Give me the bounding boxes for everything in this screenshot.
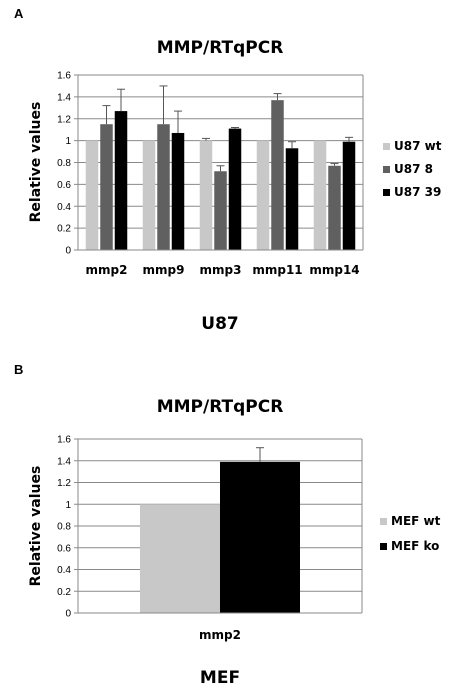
panel-b-y-tick-label: 0.6 (57, 543, 71, 554)
panel-b-y-tick-label: 1.4 (57, 456, 71, 467)
panel-b-category-label: mmp2 (199, 628, 241, 642)
panel-b-y-tick-label: 0.4 (57, 565, 71, 576)
panel-a-legend-label: U87 wt (394, 139, 442, 153)
panel-a-y-tick-label: 0.4 (57, 202, 71, 213)
panel-a-bar (313, 140, 327, 250)
panel-a-y-tick-label: 1.2 (57, 114, 71, 125)
panel-b-y-axis-label: Relative values (28, 466, 44, 587)
panel-b-y-tick-label: 1.2 (57, 478, 71, 489)
panel-a-title: MMP/RTqPCR (157, 38, 284, 58)
panel-b-y-tick-label: 0.2 (57, 587, 71, 598)
panel-a-caption: U87 (201, 314, 238, 334)
panel-a-category-label: mmp14 (309, 263, 359, 277)
panel-b-caption: MEF (200, 668, 240, 688)
panel-b-legend-label: MEF wt (391, 514, 441, 528)
panel-b-legend-swatch (380, 518, 387, 525)
panel-b-bar (140, 504, 220, 613)
panel-a-legend-label: U87 8 (394, 162, 433, 176)
panel-a-letter: A (14, 6, 24, 21)
panel-a-y-tick-label: 1.4 (57, 92, 71, 103)
panel-b-y-tick-label: 0 (65, 609, 71, 620)
panel-a-legend-swatch (383, 143, 390, 150)
panel-a-bar (142, 140, 156, 250)
panel-a-category-label: mmp11 (252, 263, 302, 277)
panel-a-bar (271, 100, 284, 250)
panel-a-y-tick-label: 0.2 (57, 224, 71, 235)
panel-a-legend-swatch (383, 166, 390, 173)
panel-a-bar (114, 111, 128, 250)
panel-b-legend-swatch (380, 543, 387, 550)
panel-a-category-label: mmp9 (143, 263, 185, 277)
panel-b-y-tick-label: 0.8 (57, 522, 71, 533)
panel-a-y-tick-label: 0.6 (57, 180, 71, 191)
panel-b-y-tick-label: 1.6 (57, 435, 71, 446)
panel-a-legend-swatch (383, 189, 390, 196)
panel-a-bar (199, 140, 213, 250)
panel-b-y-tick-label: 1 (65, 500, 71, 511)
panel-a-bar (256, 140, 270, 250)
panel-a-bar (100, 124, 113, 250)
panel-a-bar (228, 128, 242, 250)
panel-a-bar (342, 141, 356, 250)
panel-a-y-tick-label: 0 (65, 246, 71, 257)
panel-a-category-label: mmp3 (200, 263, 242, 277)
panel-b-bar (220, 461, 300, 613)
panel-a-y-tick-label: 1 (65, 136, 71, 147)
panel-a-bar (214, 171, 227, 250)
panel-a-y-axis-label: Relative values (28, 102, 44, 223)
panel-a-bar (328, 165, 341, 250)
panel-a-bar (285, 148, 299, 250)
panel-a-y-tick-label: 1.6 (57, 71, 71, 82)
panel-a-bar (157, 124, 170, 250)
panel-b-title: MMP/RTqPCR (157, 397, 284, 417)
panel-a-bar (171, 132, 185, 250)
panel-a-category-label: mmp2 (86, 263, 128, 277)
panel-b-letter: B (14, 362, 23, 377)
panel-a-bar (85, 140, 99, 250)
panel-a-legend-label: U87 39 (394, 185, 441, 199)
panel-b-legend-label: MEF ko (391, 539, 439, 553)
panel-a-y-tick-label: 0.8 (57, 158, 71, 169)
